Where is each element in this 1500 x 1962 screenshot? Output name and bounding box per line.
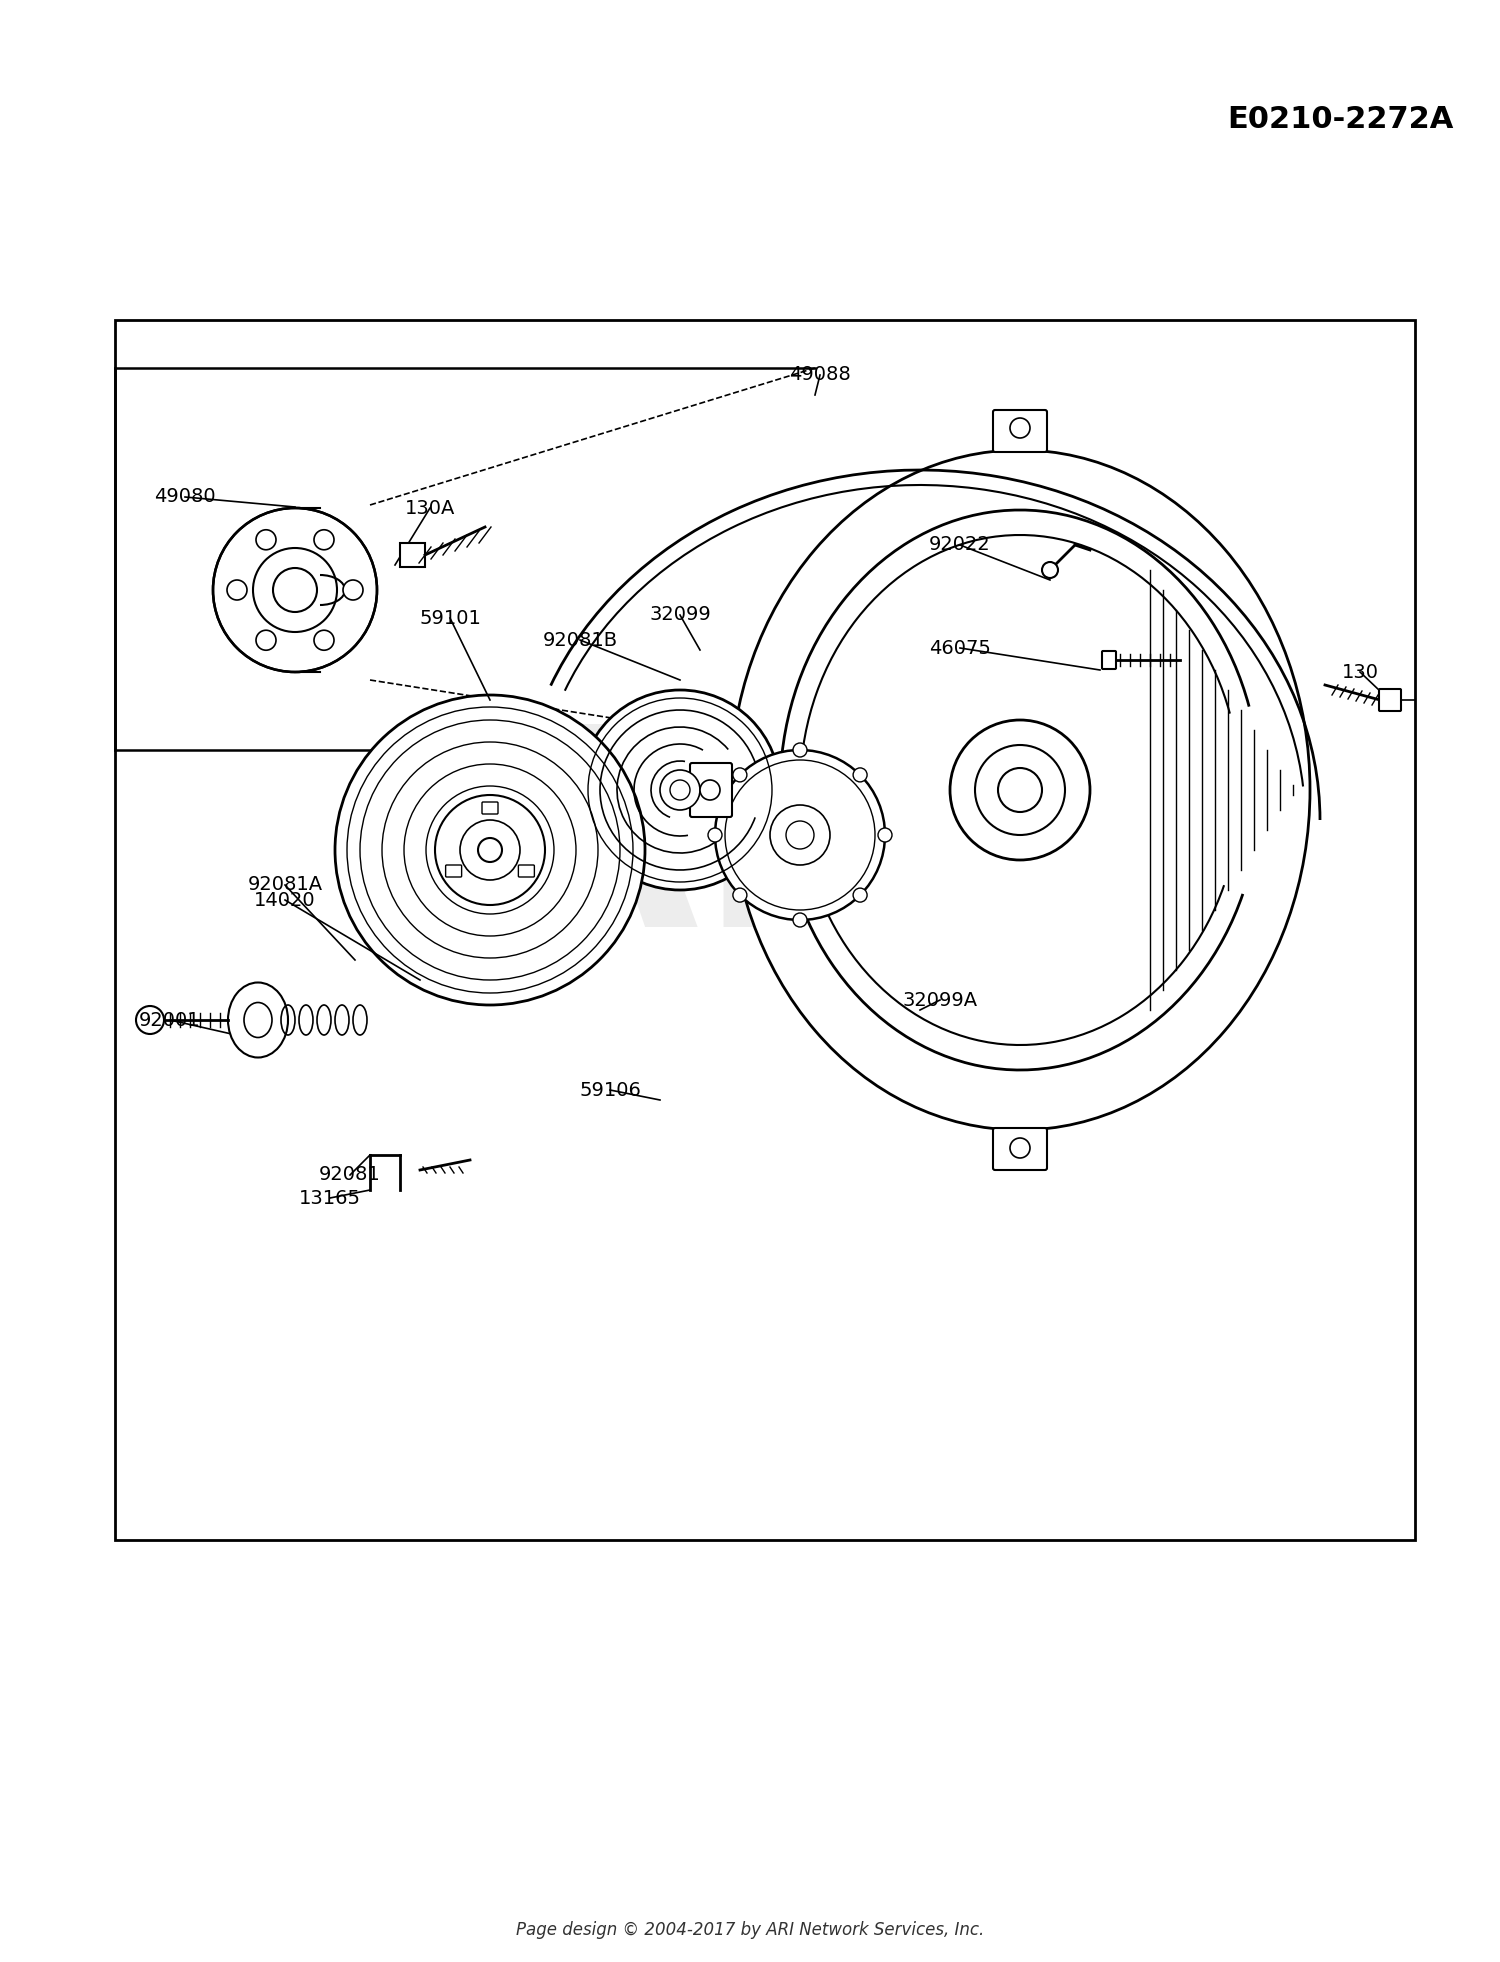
Circle shape	[1010, 1138, 1031, 1158]
Bar	[400, 543, 424, 567]
Text: ARI: ARI	[484, 714, 1016, 985]
Circle shape	[853, 889, 867, 903]
Circle shape	[878, 828, 892, 842]
Text: 32099A: 32099A	[903, 991, 978, 1010]
Bar	[116, 320, 1414, 1540]
Circle shape	[734, 889, 747, 903]
Ellipse shape	[228, 983, 288, 1058]
Circle shape	[998, 767, 1042, 812]
Text: Page design © 2004-2017 by ARI Network Services, Inc.: Page design © 2004-2017 by ARI Network S…	[516, 1921, 984, 1938]
Circle shape	[950, 720, 1090, 859]
FancyBboxPatch shape	[446, 865, 462, 877]
Text: 14020: 14020	[254, 891, 316, 910]
Circle shape	[716, 749, 885, 920]
Text: 59106: 59106	[579, 1081, 640, 1099]
Circle shape	[1010, 418, 1031, 438]
Text: 13165: 13165	[298, 1189, 362, 1207]
Text: 92081A: 92081A	[248, 875, 322, 895]
Circle shape	[700, 781, 720, 800]
Text: 92022: 92022	[928, 536, 992, 555]
Circle shape	[708, 828, 722, 842]
Text: 59101: 59101	[419, 608, 482, 628]
Circle shape	[273, 569, 316, 612]
Circle shape	[580, 691, 780, 891]
Circle shape	[853, 767, 867, 783]
Text: 92001: 92001	[140, 1010, 201, 1030]
Circle shape	[435, 795, 544, 904]
Text: E0210-2272A: E0210-2272A	[1227, 106, 1454, 135]
Circle shape	[136, 1007, 164, 1034]
Ellipse shape	[244, 1003, 272, 1038]
Circle shape	[314, 630, 334, 649]
Ellipse shape	[730, 449, 1310, 1130]
Text: 46075: 46075	[928, 638, 992, 657]
FancyBboxPatch shape	[519, 865, 534, 877]
Text: 32099: 32099	[650, 606, 711, 624]
Text: 49080: 49080	[154, 487, 216, 506]
Circle shape	[1042, 561, 1058, 579]
Circle shape	[660, 769, 700, 810]
Text: 49088: 49088	[789, 365, 850, 385]
Circle shape	[256, 530, 276, 549]
Text: 92081B: 92081B	[543, 630, 618, 649]
FancyBboxPatch shape	[993, 1128, 1047, 1169]
Circle shape	[794, 912, 807, 926]
FancyBboxPatch shape	[482, 802, 498, 814]
Circle shape	[794, 744, 807, 757]
FancyBboxPatch shape	[1102, 651, 1116, 669]
Text: 92081: 92081	[320, 1165, 381, 1185]
Text: 130: 130	[1341, 663, 1378, 681]
Circle shape	[254, 547, 338, 632]
Circle shape	[478, 838, 502, 861]
Text: 130A: 130A	[405, 498, 454, 518]
Circle shape	[770, 804, 830, 865]
Circle shape	[256, 630, 276, 649]
Circle shape	[314, 530, 334, 549]
Circle shape	[213, 508, 376, 673]
FancyBboxPatch shape	[1378, 689, 1401, 710]
Circle shape	[334, 695, 645, 1005]
Circle shape	[734, 767, 747, 783]
Circle shape	[226, 581, 248, 600]
FancyBboxPatch shape	[993, 410, 1047, 451]
Circle shape	[344, 581, 363, 600]
FancyBboxPatch shape	[690, 763, 732, 816]
